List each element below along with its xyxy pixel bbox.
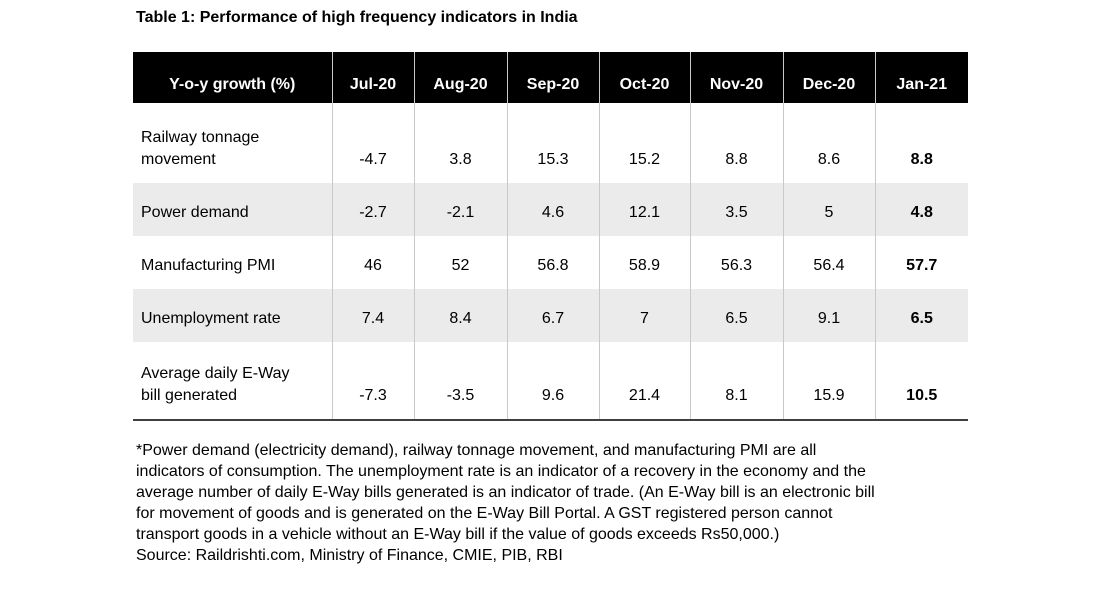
cell: 8.8	[910, 151, 933, 168]
table-header-row: Y-o-y growth (%) Jul-20 Aug-20 Sep-20 Oc…	[133, 52, 968, 103]
cell: 21.4	[599, 342, 691, 420]
row-label: Manufacturing PMI	[133, 236, 333, 289]
column-header-yoy-growth: Y-o-y growth (%)	[133, 52, 333, 103]
column-header-sep-20: Sep-20	[507, 52, 600, 103]
indicators-table: Y-o-y growth (%) Jul-20 Aug-20 Sep-20 Oc…	[133, 52, 968, 421]
cell: 4.8	[910, 204, 933, 221]
cell: -2.7	[332, 183, 415, 236]
cell: 6.5	[690, 289, 784, 342]
cell: 8.6	[783, 103, 876, 183]
column-header-dec-20: Dec-20	[783, 52, 876, 103]
row-label: Power demand	[133, 183, 333, 236]
cell: 8.4	[414, 289, 508, 342]
source-line: Source: Raildrishti.com, Ministry of Fin…	[136, 547, 563, 564]
cell: 5	[783, 183, 876, 236]
cell: 4.6	[507, 183, 600, 236]
column-header-aug-20: Aug-20	[414, 52, 508, 103]
column-header-jul-20: Jul-20	[332, 52, 415, 103]
footnote-text: *Power demand (electricity demand), rail…	[136, 442, 875, 543]
table-row-unemployment-rate: Unemployment rate 7.4 8.4 6.7 7 6.5 9.1 …	[133, 289, 968, 342]
cell: 52	[414, 236, 508, 289]
cell: 9.1	[783, 289, 876, 342]
cell: 15.9	[783, 342, 876, 420]
cell: 7	[599, 289, 691, 342]
footnote-block: *Power demand (electricity demand), rail…	[136, 440, 884, 566]
cell: 8.8	[690, 103, 784, 183]
cell: 6.7	[507, 289, 600, 342]
table-row-power-demand: Power demand -2.7 -2.1 4.6 12.1 3.5 5 4.…	[133, 183, 968, 236]
cell: 8.1	[690, 342, 784, 420]
cell: 15.3	[507, 103, 600, 183]
cell: 9.6	[507, 342, 600, 420]
cell: 7.4	[332, 289, 415, 342]
cell: 57.7	[906, 257, 938, 274]
page-title: Table 1: Performance of high frequency i…	[136, 9, 578, 26]
column-header-nov-20: Nov-20	[690, 52, 784, 103]
cell: 56.8	[507, 236, 600, 289]
row-label: Average daily E-Way bill generated	[133, 342, 333, 420]
cell: -2.1	[414, 183, 508, 236]
indicators-table-container: Y-o-y growth (%) Jul-20 Aug-20 Sep-20 Oc…	[133, 52, 968, 421]
column-header-jan-21: Jan-21	[875, 52, 968, 103]
row-label: Unemployment rate	[133, 289, 333, 342]
cell: 15.2	[599, 103, 691, 183]
table-row-railway-tonnage: Railway tonnage movement -4.7 3.8 15.3 1…	[133, 103, 968, 183]
cell: -4.7	[332, 103, 415, 183]
cell: 12.1	[599, 183, 691, 236]
cell: -7.3	[332, 342, 415, 420]
cell: 58.9	[599, 236, 691, 289]
cell: 3.5	[690, 183, 784, 236]
table-row-manufacturing-pmi: Manufacturing PMI 46 52 56.8 58.9 56.3 5…	[133, 236, 968, 289]
cell: 46	[332, 236, 415, 289]
cell: 56.3	[690, 236, 784, 289]
cell: 6.5	[910, 310, 933, 327]
cell: -3.5	[414, 342, 508, 420]
table-row-eway-bill: Average daily E-Way bill generated -7.3 …	[133, 342, 968, 420]
cell: 3.8	[414, 103, 508, 183]
cell: 10.5	[906, 387, 938, 404]
row-label: Railway tonnage movement	[133, 103, 333, 183]
cell: 56.4	[783, 236, 876, 289]
column-header-oct-20: Oct-20	[599, 52, 691, 103]
